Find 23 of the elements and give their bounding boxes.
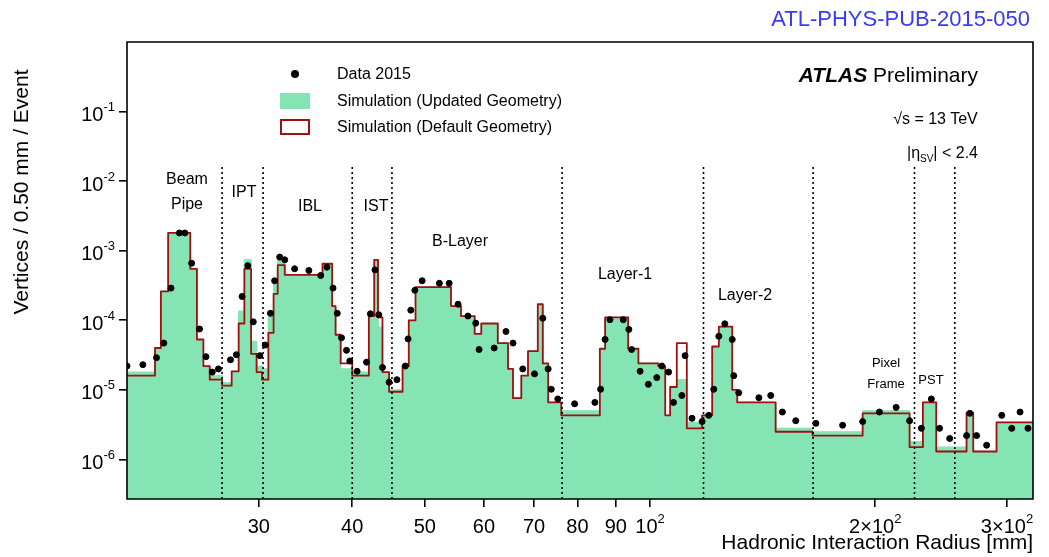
x-tick-label: 50 (413, 514, 436, 537)
chart-title: ATL-PHYS-PUB-2015-050 (771, 6, 1030, 32)
legend-label: Data 2015 (337, 65, 411, 83)
annotation: IPT (231, 183, 257, 201)
annotation: PST (918, 371, 944, 387)
x-tick-label: 80 (566, 514, 589, 537)
x-tick-label: 60 (472, 514, 496, 537)
annotation: Layer-1 (597, 265, 653, 283)
annotation: B-Layer (431, 232, 489, 250)
annotation: ATLAS Preliminary (797, 62, 979, 86)
y-axis-title: Vertices / 0.50 mm / Event (8, 69, 32, 315)
annotation: IST (363, 197, 389, 215)
x-tick-label: 40 (341, 514, 364, 537)
x-tick-label: 90 (604, 514, 627, 537)
annotation: IBL (297, 197, 323, 215)
annotation: Layer-2 (717, 286, 773, 304)
annotation: √s = 13 TeV (893, 110, 979, 128)
x-tick-label: 70 (522, 514, 546, 537)
annotation: Pixel Frame (867, 355, 905, 391)
x-tick-label: 30 (247, 514, 270, 537)
annotation: Beam Pipe (166, 169, 208, 213)
legend-label: Simulation (Default Geometry) (337, 118, 553, 136)
legend-label: Simulation (Updated Geometry) (337, 91, 562, 110)
